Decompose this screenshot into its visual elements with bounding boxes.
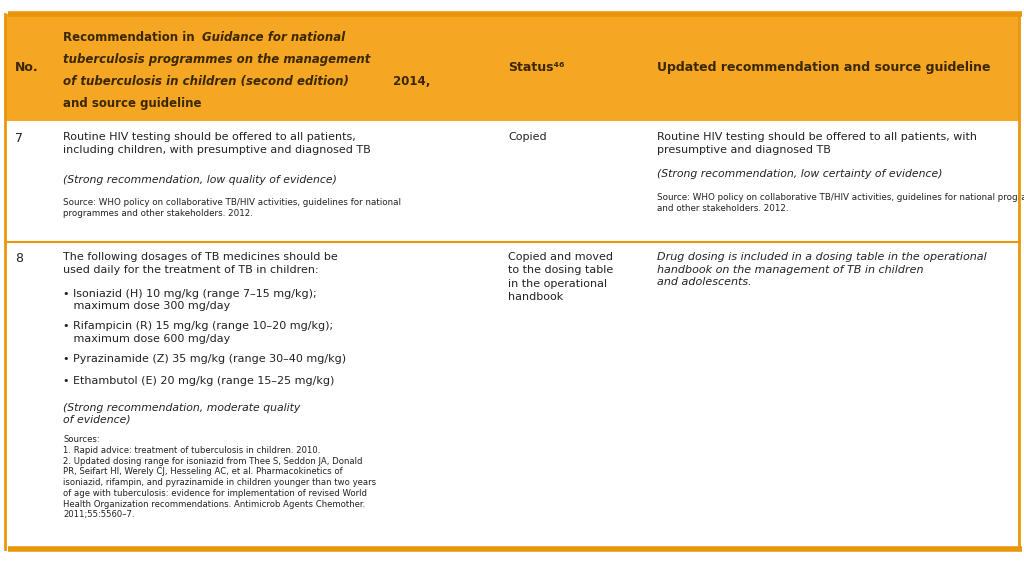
Bar — [5, 14, 1019, 121]
Text: Status⁴⁶: Status⁴⁶ — [508, 61, 564, 74]
Text: Source: WHO policy on collaborative TB/HIV activities, guidelines for national p: Source: WHO policy on collaborative TB/H… — [657, 193, 1024, 213]
Text: Routine HIV testing should be offered to all patients,
including children, with : Routine HIV testing should be offered to… — [63, 132, 372, 155]
Text: No.: No. — [15, 61, 39, 74]
Text: (Strong recommendation, low certainty of evidence): (Strong recommendation, low certainty of… — [657, 169, 943, 179]
Text: (Strong recommendation, moderate quality
of evidence): (Strong recommendation, moderate quality… — [63, 403, 301, 425]
Text: 2014,: 2014, — [389, 75, 430, 88]
Text: Copied and moved
to the dosing table
in the operational
handbook: Copied and moved to the dosing table in … — [508, 252, 613, 302]
Text: of tuberculosis in children (second edition): of tuberculosis in children (second edit… — [63, 75, 349, 88]
Text: Drug dosing is included in a dosing table in the operational
handbook on the man: Drug dosing is included in a dosing tabl… — [657, 252, 987, 287]
Text: (Strong recommendation, low quality of evidence): (Strong recommendation, low quality of e… — [63, 175, 337, 185]
Text: The following dosages of TB medicines should be
used daily for the treatment of : The following dosages of TB medicines sh… — [63, 252, 338, 275]
Text: 7: 7 — [15, 132, 24, 145]
Text: tuberculosis programmes on the management: tuberculosis programmes on the managemen… — [63, 53, 371, 66]
Text: • Isoniazid (H) 10 mg/kg (range 7–15 mg/kg);
   maximum dose 300 mg/day: • Isoniazid (H) 10 mg/kg (range 7–15 mg/… — [63, 289, 317, 311]
Text: Recommendation in: Recommendation in — [63, 31, 200, 44]
Text: • Ethambutol (E) 20 mg/kg (range 15–25 mg/kg): • Ethambutol (E) 20 mg/kg (range 15–25 m… — [63, 376, 335, 386]
Text: Source: WHO policy on collaborative TB/HIV activities, guidelines for national
p: Source: WHO policy on collaborative TB/H… — [63, 198, 401, 218]
Text: and source guideline: and source guideline — [63, 97, 202, 110]
Text: • Rifampicin (R) 15 mg/kg (range 10–20 mg/kg);
   maximum dose 600 mg/day: • Rifampicin (R) 15 mg/kg (range 10–20 m… — [63, 321, 334, 344]
Text: 8: 8 — [15, 252, 24, 265]
Text: Sources:
1. Rapid advice: treatment of tuberculosis in children. 2010.
2. Update: Sources: 1. Rapid advice: treatment of t… — [63, 435, 377, 520]
Text: • Pyrazinamide (Z) 35 mg/kg (range 30–40 mg/kg): • Pyrazinamide (Z) 35 mg/kg (range 30–40… — [63, 354, 346, 364]
Text: Guidance for national: Guidance for national — [202, 31, 345, 44]
Text: Routine HIV testing should be offered to all patients, with
presumptive and diag: Routine HIV testing should be offered to… — [657, 132, 977, 155]
Text: Updated recommendation and source guideline: Updated recommendation and source guidel… — [657, 61, 991, 74]
Text: Copied: Copied — [508, 132, 547, 142]
